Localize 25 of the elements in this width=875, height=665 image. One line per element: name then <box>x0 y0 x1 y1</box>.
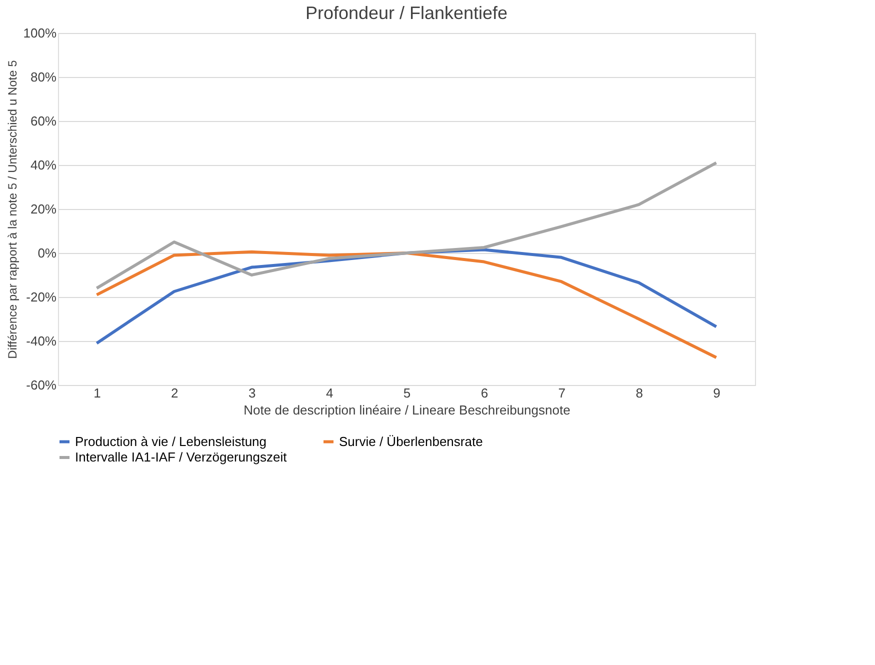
y-tick-label: 20% <box>30 202 57 216</box>
x-tick-label: 9 <box>713 386 720 400</box>
y-tick-label: 40% <box>30 158 57 172</box>
y-tick-label: -40% <box>26 334 57 348</box>
y-tick-label: 60% <box>30 114 57 128</box>
legend-label: Intervalle IA1-IAF / Verzögerungszeit <box>75 450 288 464</box>
x-tick-label: 5 <box>403 386 411 400</box>
x-tick-label: 8 <box>636 386 643 400</box>
y-axis-title: Différence par rapport à la note 5 / Unterschied u Note 5 <box>5 60 20 359</box>
y-tick-label: -20% <box>26 290 57 304</box>
y-tick-label: 100% <box>23 26 57 40</box>
x-axis-title: Note de description linéaire / Lineare Beschreibungsnote <box>244 402 570 418</box>
x-tick-label: 2 <box>171 386 178 400</box>
x-tick-label: 1 <box>94 386 101 400</box>
x-tick-label: 3 <box>248 386 256 400</box>
legend-label: Production à vie / Lebensleistung <box>75 434 267 449</box>
y-tick-label: 0% <box>38 246 57 260</box>
x-tick-label: 7 <box>558 386 566 400</box>
line-series <box>95 161 718 290</box>
legend-label: Survie / Überlenbensrate <box>339 434 483 449</box>
chart-title: Profondeur / Flankentiefe <box>305 3 508 23</box>
y-tick-label: 80% <box>30 70 57 84</box>
x-tick-label: 6 <box>480 386 488 400</box>
y-tick-label: -60% <box>26 378 57 392</box>
x-tick-label: 4 <box>326 386 334 400</box>
